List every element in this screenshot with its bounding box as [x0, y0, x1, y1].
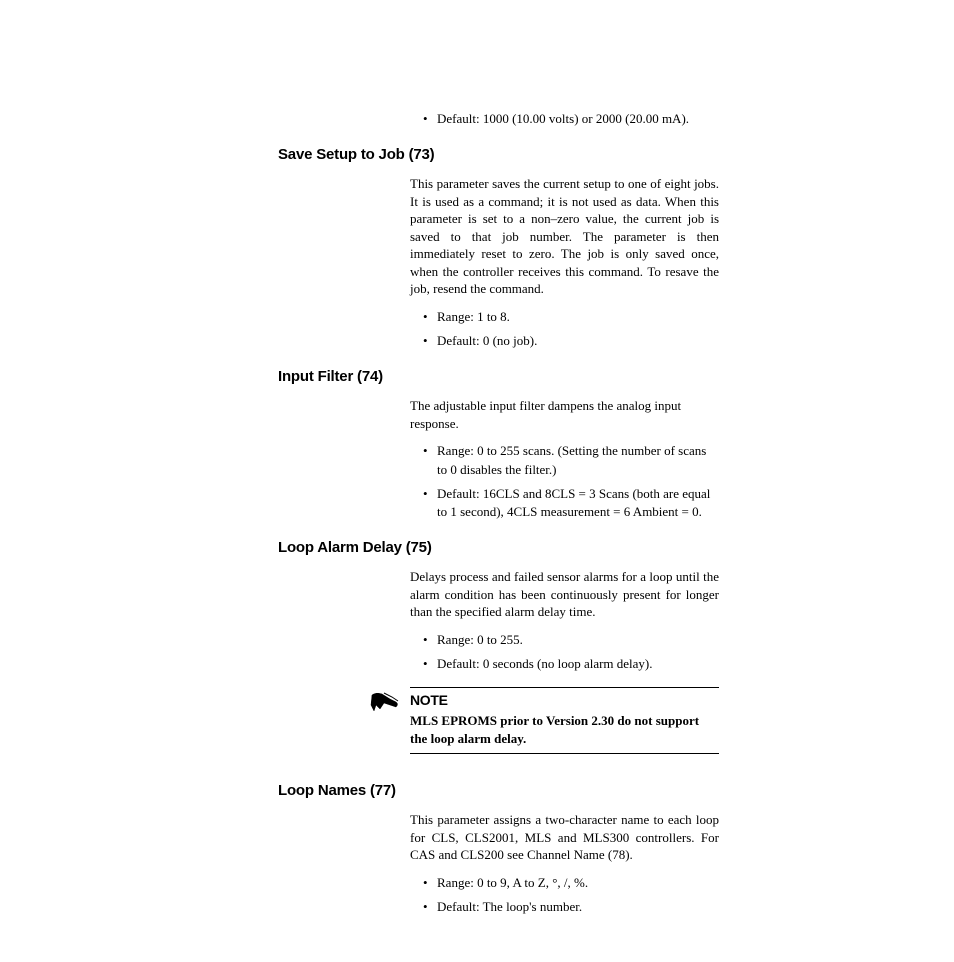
heading-loop-names: Loop Names (77): [278, 782, 719, 799]
loop-alarm-bullets: Range: 0 to 255. Default: 0 seconds (no …: [278, 631, 719, 673]
note-block: NOTE MLS EPROMS prior to Version 2.30 do…: [410, 687, 719, 754]
note-text: MLS EPROMS prior to Version 2.30 do not …: [410, 712, 719, 747]
loop-names-bullets: Range: 0 to 9, A to Z, °, /, %. Default:…: [278, 874, 719, 916]
list-item: Default: 1000 (10.00 volts) or 2000 (20.…: [423, 110, 719, 128]
note-rule-top: [410, 687, 719, 688]
page-content: Default: 1000 (10.00 volts) or 2000 (20.…: [0, 0, 954, 962]
list-item: Range: 0 to 255.: [423, 631, 719, 649]
note-label: NOTE: [410, 692, 719, 708]
save-setup-bullets: Range: 1 to 8. Default: 0 (no job).: [278, 308, 719, 350]
note-hand-icon: [370, 691, 402, 717]
intro-bullet-list: Default: 1000 (10.00 volts) or 2000 (20.…: [278, 110, 719, 128]
note-rule-bottom: [410, 753, 719, 754]
heading-loop-alarm: Loop Alarm Delay (75): [278, 539, 719, 556]
body-save-setup: This parameter saves the current setup t…: [278, 175, 719, 298]
list-item: Range: 0 to 9, A to Z, °, /, %.: [423, 874, 719, 892]
heading-save-setup: Save Setup to Job (73): [278, 146, 719, 163]
list-item: Default: 0 seconds (no loop alarm delay)…: [423, 655, 719, 673]
body-loop-alarm: Delays process and failed sensor alarms …: [278, 568, 719, 621]
heading-input-filter: Input Filter (74): [278, 368, 719, 385]
list-item: Range: 0 to 255 scans. (Setting the numb…: [423, 442, 719, 478]
body-input-filter: The adjustable input filter dampens the …: [278, 397, 719, 432]
list-item: Default: The loop's number.: [423, 898, 719, 916]
list-item: Default: 16CLS and 8CLS = 3 Scans (both …: [423, 485, 719, 521]
list-item: Range: 1 to 8.: [423, 308, 719, 326]
body-loop-names: This parameter assigns a two-character n…: [278, 811, 719, 864]
input-filter-bullets: Range: 0 to 255 scans. (Setting the numb…: [278, 442, 719, 521]
list-item: Default: 0 (no job).: [423, 332, 719, 350]
